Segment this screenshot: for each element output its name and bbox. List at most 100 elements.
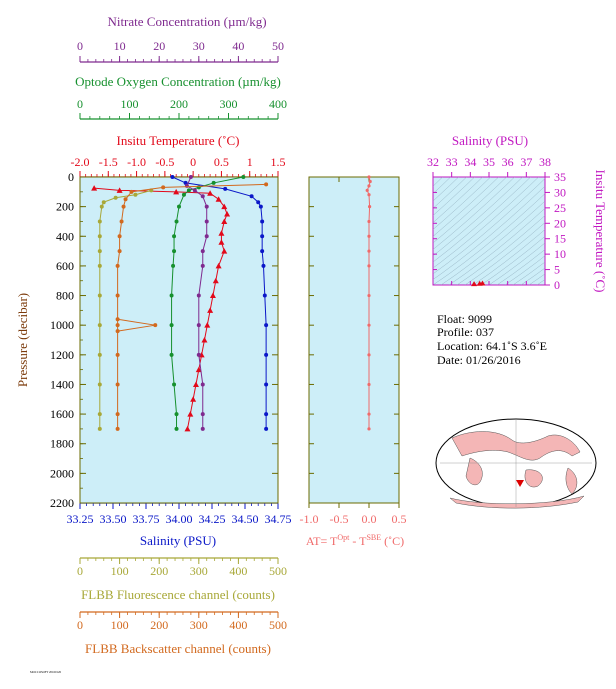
ts-temp-tick-label: 30: [554, 185, 566, 199]
backscatter-point: [119, 219, 124, 224]
fluorescence-point: [101, 200, 106, 205]
nitrate-point: [200, 412, 205, 417]
delta-t-point: [367, 323, 371, 327]
delta-t-point: [367, 353, 371, 357]
fluorescence-tick-label: 200: [150, 564, 168, 578]
temperature-point: [201, 337, 208, 343]
profile-plot-area: [79, 176, 279, 504]
density-contour: [440, 200, 545, 285]
backscatter-point: [117, 249, 122, 254]
pressure-tick-label: 200: [56, 200, 74, 214]
nitrate-tick-label: 50: [272, 39, 284, 53]
temperature-tick-label: 1.5: [271, 155, 286, 169]
density-contour: [480, 236, 545, 285]
temperature-point: [187, 411, 194, 417]
temperature-point: [207, 190, 214, 196]
delta-t-point: [368, 179, 372, 184]
delta-t-point: [367, 219, 371, 224]
oxygen-point: [172, 382, 177, 387]
ts-temp-tick-label: 0: [554, 278, 560, 292]
density-contour: [448, 208, 545, 285]
density-contour: [433, 177, 491, 230]
backscatter-tick-label: 0: [77, 618, 83, 632]
info-date: Date: 01/26/2016: [437, 353, 521, 367]
fluorescence-tick-label: 0: [77, 564, 83, 578]
info-location: Location: 64.1˚S 3.6˚E: [437, 339, 547, 353]
profile-series: [91, 175, 269, 432]
salinity-point: [170, 175, 175, 179]
delta-t-point: [365, 188, 369, 192]
backscatter-point: [115, 323, 120, 328]
salinity-point: [260, 249, 265, 254]
backscatter-point: [115, 426, 120, 431]
temperature-axis-label: Insitu Temperature (˚C): [116, 133, 239, 148]
salinity-point: [260, 234, 265, 239]
ts-temp-tick-label: 15: [554, 232, 566, 246]
temperature-tick-label: 0: [190, 155, 196, 169]
density-contour: [512, 261, 545, 285]
ts-salinity-tick-label: 37: [520, 155, 532, 169]
fluorescence-point: [97, 323, 102, 328]
pressure-tick-label: 2200: [50, 496, 74, 510]
delta-t-plot-area: [308, 176, 400, 504]
density-contour: [433, 177, 515, 250]
density-contour: [433, 177, 467, 209]
salinity-point: [249, 194, 254, 199]
oxygen-point: [169, 293, 174, 298]
salinity-tick-label: 33.75: [133, 512, 160, 526]
fluorescence-point: [113, 195, 118, 200]
nitrate-point: [204, 204, 209, 209]
pressure-tick-label: 2000: [50, 466, 74, 480]
salinity-point: [264, 352, 269, 357]
ts-temp-tick-label: 25: [554, 201, 566, 215]
delta-t-point: [367, 412, 371, 416]
temperature-point: [173, 188, 180, 195]
pressure-tick-label: 1400: [50, 377, 74, 391]
temperature-point: [212, 277, 219, 284]
oxygen-point: [171, 263, 176, 268]
delta-t-point: [367, 184, 371, 188]
temperature-tick-label: -0.5: [155, 155, 174, 169]
delta-t-point: [367, 382, 371, 387]
oxygen-point: [186, 188, 191, 193]
ts-temp-tick-label: 5: [554, 263, 560, 277]
backscatter-point: [264, 182, 269, 187]
temperature-point: [195, 366, 202, 373]
pressure-axis-label: Pressure (decibar): [15, 293, 30, 387]
fluorescence-tick-label: 300: [190, 564, 208, 578]
temperature-point: [221, 218, 228, 224]
salinity-point: [264, 412, 269, 417]
delta-t-line: [366, 176, 371, 429]
nitrate-point: [200, 249, 205, 254]
salinity-point: [264, 323, 269, 328]
delta-t-tick-label: -1.0: [300, 512, 319, 526]
pressure-tick-label: 0: [68, 170, 74, 184]
oxygen-point: [174, 412, 179, 417]
salinity-point: [258, 204, 263, 209]
nitrate-point: [196, 323, 201, 328]
backscatter-tick-label: 100: [111, 618, 129, 632]
temperature-point: [190, 396, 197, 402]
temperature-tick-label: -1.5: [99, 155, 118, 169]
nitrate-tick-label: 0: [77, 39, 83, 53]
temperature-point: [91, 185, 98, 191]
profile-grid: 0 200 400 600 800 1000 1200 1400 1600 1800 2000 220…: [50, 170, 278, 510]
salinity-tick-label: 34.50: [232, 512, 259, 526]
fluorescence-point: [97, 263, 102, 268]
delta-t-tick-label: 0.5: [392, 512, 407, 526]
temperature-point: [215, 262, 222, 269]
backscatter-point: [115, 382, 120, 387]
delta-t-axis-label: AT= TOpt - TSBE (˚C): [306, 533, 404, 548]
fluorescence-point: [97, 412, 102, 417]
density-contour: [433, 177, 451, 194]
delta-t-point: [367, 293, 371, 298]
temperature-point: [221, 248, 228, 254]
pressure-tick-label: 1800: [50, 437, 74, 451]
fluorescence-point: [97, 234, 102, 239]
density-contour: [496, 249, 545, 285]
fluorescence-tick-label: 500: [269, 564, 287, 578]
temperature-point: [224, 211, 231, 217]
footer-tiny-text: MOCCOSOFT 20160126: [30, 670, 62, 674]
delta-t-point: [367, 175, 371, 179]
